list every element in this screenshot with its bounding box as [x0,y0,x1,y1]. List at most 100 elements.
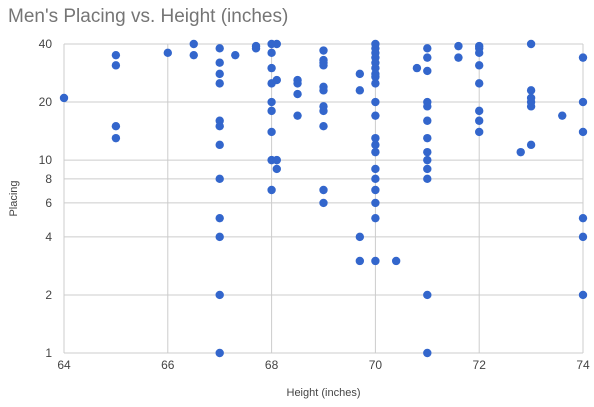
data-point [215,44,224,53]
data-point [267,63,276,73]
data-point [293,89,302,99]
data-point [475,61,484,70]
data-point [371,198,380,208]
y-tick-labels: 1 2 4 6 8 10 20 40 [39,37,53,360]
data-point [267,48,276,58]
data-point [578,97,588,107]
y-tick-label: 20 [39,95,53,109]
data-point [319,185,328,195]
x-tick-label: 64 [57,358,71,372]
data-point [319,61,328,70]
data-point [272,39,281,49]
data-point [189,39,198,49]
data-point [423,147,432,157]
data-point [111,121,121,131]
data-point [355,69,365,79]
data-point [454,53,463,62]
data-point [423,155,432,165]
data-point [558,111,567,120]
data-point [454,41,463,51]
data-point [319,86,328,95]
y-tick-label: 4 [45,230,52,244]
data-point [423,174,432,184]
data-point [293,79,302,88]
data-point [475,116,484,125]
data-point [59,93,69,103]
y-axis-label: Placing [8,180,20,216]
data-point [526,102,536,111]
data-point [215,69,224,79]
data-point [319,106,328,116]
data-point [355,256,365,266]
data-point [251,44,261,53]
data-point [267,97,276,107]
chart-title: Men's Placing vs. Height (inches) [8,6,289,27]
data-point [475,106,484,116]
y-tick-label: 2 [45,288,52,302]
y-tick-label: 6 [45,196,52,210]
data-point [423,133,432,143]
data-point [516,147,525,157]
data-point [371,185,380,195]
data-point [578,232,588,242]
data-point [355,86,365,95]
data-point [371,63,380,73]
data-point [215,348,224,358]
data-point [423,348,432,358]
data-point [578,127,588,137]
data-point [423,44,432,53]
data-point [215,140,224,150]
data-point [526,86,536,95]
data-point [272,75,281,85]
data-point [371,164,380,174]
y-tick-label: 40 [39,37,53,51]
x-tick-label: 66 [161,358,175,372]
data-point [371,213,380,223]
data-point [272,164,281,174]
data-point [355,232,365,242]
data-point [371,72,380,82]
data-point [475,79,484,88]
data-point [189,50,198,60]
data-point [423,66,432,76]
data-point [423,102,432,111]
x-tick-label: 72 [473,358,487,372]
data-point [526,140,536,150]
y-tick-label: 1 [45,346,52,360]
data-point [578,290,588,300]
data-point [215,174,224,184]
data-point [526,39,536,49]
data-point [371,97,380,107]
x-tick-label: 74 [576,358,590,372]
data-point [412,63,422,73]
x-tick-label: 70 [369,358,383,372]
data-point [215,79,224,88]
data-point [319,121,328,131]
data-point [111,50,121,60]
data-point [163,48,172,58]
data-point [371,140,380,150]
data-point [423,290,432,300]
data-point [267,106,276,116]
data-point [267,185,276,195]
data-point [215,58,224,67]
data-point [371,256,380,266]
data-point [423,53,432,62]
data-point [215,290,224,300]
data-point [319,46,328,55]
data-point [578,53,588,62]
data-point [272,155,281,165]
data-point [371,147,380,157]
data-point [475,48,484,58]
data-point [293,111,302,120]
data-point [423,164,432,174]
data-point [371,133,380,143]
x-tick-label: 68 [265,358,279,372]
data-point [215,213,224,223]
data-point [371,111,380,120]
data-point [371,174,380,184]
x-axis-label: Height (inches) [287,387,361,399]
y-tick-label: 10 [39,153,53,167]
data-points [59,39,588,358]
